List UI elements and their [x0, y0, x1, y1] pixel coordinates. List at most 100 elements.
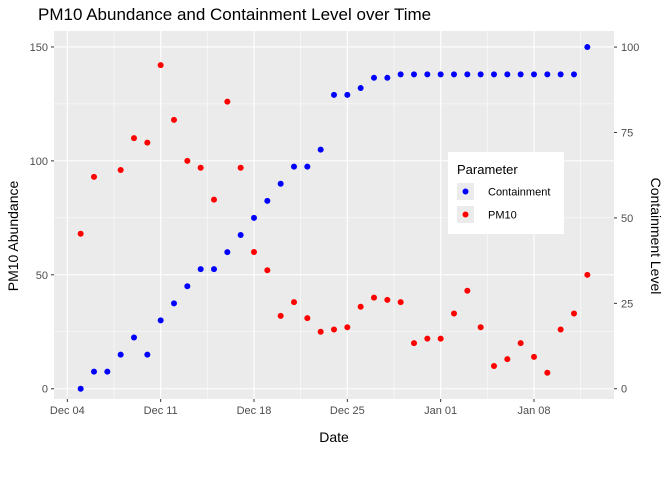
point-containment	[291, 163, 297, 170]
point-containment	[571, 71, 577, 78]
point-pm10	[397, 299, 404, 306]
point-containment	[117, 351, 124, 358]
point-containment	[557, 71, 564, 78]
point-containment	[277, 180, 284, 187]
point-pm10	[344, 324, 351, 331]
point-pm10	[117, 166, 124, 173]
x-axis: Dec 04 Dec 11 Dec 18 Dec 25 Jan 01 Jan 08	[50, 399, 551, 417]
point-pm10	[437, 335, 444, 342]
x-tick-label: Dec 25	[330, 405, 365, 417]
point-pm10	[91, 173, 97, 180]
point-containment	[544, 71, 551, 78]
y2-tick-label: 100	[621, 42, 639, 54]
y2-tick-label: 75	[621, 127, 633, 139]
point-containment	[157, 317, 164, 324]
point-containment	[384, 74, 391, 81]
point-pm10	[304, 315, 311, 322]
legend: Parameter Containment PM10	[448, 152, 564, 234]
point-pm10	[584, 271, 591, 278]
point-pm10	[224, 98, 231, 105]
point-containment	[371, 74, 377, 81]
point-containment	[424, 71, 431, 78]
point-pm10	[77, 230, 84, 237]
y2-tick-label: 0	[621, 384, 627, 396]
point-containment	[77, 385, 84, 392]
point-containment	[131, 334, 137, 341]
point-containment	[144, 351, 151, 358]
point-pm10	[411, 340, 417, 347]
x-axis-title: Date	[319, 429, 349, 445]
legend-label-pm10: PM10	[488, 210, 517, 222]
chart-title: PM10 Abundance and Containment Level ove…	[38, 5, 431, 24]
point-containment	[224, 249, 231, 256]
point-pm10	[424, 335, 431, 342]
point-pm10	[317, 328, 324, 335]
point-containment	[344, 91, 351, 98]
point-pm10	[491, 362, 497, 369]
legend-swatch-pm10	[462, 211, 469, 218]
point-pm10	[144, 139, 151, 146]
y-axis-left: 0 50 100 150	[30, 42, 54, 396]
x-tick-label: Jan 01	[424, 405, 457, 417]
point-pm10	[157, 62, 164, 69]
point-pm10	[184, 157, 191, 164]
y2-tick-label: 50	[621, 213, 633, 225]
point-containment	[437, 71, 444, 78]
point-pm10	[557, 326, 564, 333]
point-containment	[491, 71, 497, 78]
x-tick-label: Dec 18	[237, 405, 272, 417]
point-containment	[504, 71, 511, 78]
point-containment	[211, 266, 217, 273]
point-pm10	[504, 356, 511, 363]
y-tick-label: 100	[30, 156, 48, 168]
point-containment	[531, 71, 537, 78]
x-tick-label: Jan 08	[517, 405, 550, 417]
y2-tick-label: 25	[621, 298, 633, 310]
point-pm10	[464, 287, 471, 294]
point-containment	[357, 85, 364, 92]
point-pm10	[357, 303, 364, 310]
x-tick-label: Dec 04	[50, 405, 85, 417]
point-pm10	[251, 249, 257, 256]
point-containment	[91, 368, 97, 375]
point-containment	[317, 146, 324, 153]
y-tick-label: 150	[30, 42, 48, 54]
y2-axis-title: Containment Level	[648, 178, 664, 295]
point-pm10	[211, 196, 217, 203]
point-pm10	[517, 340, 524, 347]
point-containment	[237, 231, 244, 238]
point-containment	[331, 91, 337, 98]
point-pm10	[197, 164, 204, 171]
point-pm10	[277, 312, 284, 319]
legend-label-containment: Containment	[488, 187, 550, 199]
point-pm10	[571, 310, 577, 317]
point-containment	[584, 44, 591, 51]
point-pm10	[264, 267, 271, 274]
point-containment	[184, 283, 191, 290]
point-pm10	[131, 135, 137, 142]
y-axis-right: 0 25 50 75 100	[614, 42, 639, 396]
point-pm10	[237, 164, 244, 171]
data-points	[77, 44, 591, 392]
point-containment	[171, 300, 177, 307]
y-tick-label: 0	[42, 384, 48, 396]
point-pm10	[384, 296, 391, 303]
point-containment	[104, 368, 111, 375]
point-containment	[517, 71, 524, 78]
point-pm10	[371, 294, 377, 301]
point-containment	[464, 71, 471, 78]
point-pm10	[544, 369, 551, 376]
point-pm10	[477, 324, 484, 331]
point-pm10	[451, 310, 457, 317]
y-tick-label: 50	[36, 270, 48, 282]
point-containment	[397, 71, 404, 78]
point-containment	[477, 71, 484, 78]
point-containment	[251, 214, 257, 221]
point-containment	[264, 197, 271, 204]
x-tick-label: Dec 11	[144, 405, 178, 417]
point-pm10	[291, 299, 297, 306]
legend-title: Parameter	[457, 162, 518, 177]
point-pm10	[331, 326, 337, 333]
point-containment	[411, 71, 417, 78]
